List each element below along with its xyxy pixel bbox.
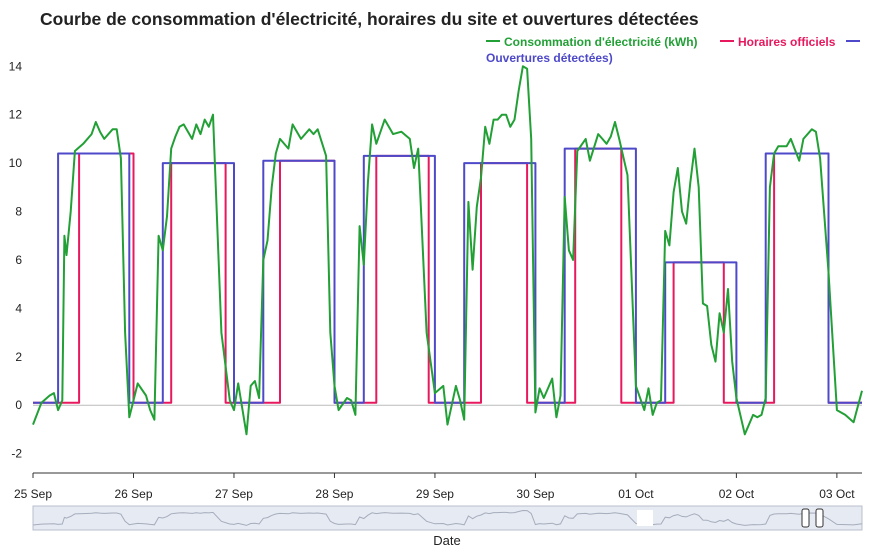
y-tick-label: -2 (11, 447, 22, 461)
legend-label-consommation: Consommation d'électricité (kWh) (504, 35, 698, 49)
series-layer (32, 65, 863, 436)
x-tick-label: 29 Sep (416, 487, 454, 501)
axes: -2 0 2 4 6 8 10 12 14 25 Sep 26 Sep 27 Sep 28 Sep 29 … (9, 59, 862, 501)
x-tick-label: 01 Oct (618, 487, 654, 501)
x-tick-label: 26 Sep (114, 487, 152, 501)
y-tick-label: 0 (15, 398, 22, 412)
legend-label-horaires: Horaires officiels (738, 35, 836, 49)
x-tick-label: 02 Oct (719, 487, 755, 501)
y-tick-label: 12 (9, 108, 23, 122)
x-tick-label: 30 Sep (516, 487, 554, 501)
x-tick-label: 28 Sep (315, 487, 353, 501)
y-tick-label: 6 (15, 253, 22, 267)
x-tick-label: 03 Oct (819, 487, 855, 501)
chart-title: Courbe de consommation d'électricité, ho… (40, 9, 699, 29)
navigator-series (32, 509, 863, 526)
y-tick-label: 10 (9, 156, 23, 170)
series-line-consommation (32, 65, 863, 436)
y-tick-label: 8 (15, 205, 22, 219)
x-tick-label: 27 Sep (215, 487, 253, 501)
y-tick-label: 14 (9, 59, 23, 73)
navigator-track (32, 505, 863, 531)
y-tick-label: 2 (15, 350, 22, 364)
y-tick-label: 4 (15, 301, 22, 315)
x-axis-label: Date (433, 533, 461, 548)
legend: Consommation d'électricité (kWh) Horaire… (486, 35, 860, 65)
range-navigator[interactable] (32, 505, 863, 531)
navigator-handle-right[interactable] (815, 508, 824, 528)
x-tick-label: 25 Sep (14, 487, 52, 501)
navigator-handle-left[interactable] (801, 508, 810, 528)
navigator-gap (637, 510, 653, 526)
legend-label-ouvertures: Ouvertures détectées) (486, 51, 613, 65)
series-line-ouvertures (33, 147, 862, 404)
